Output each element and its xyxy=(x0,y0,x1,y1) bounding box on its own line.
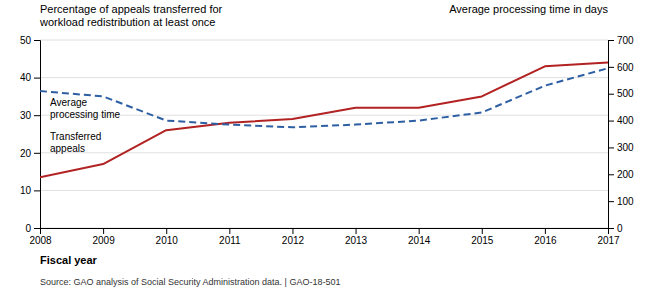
source-note: Source: GAO analysis of Social Security … xyxy=(40,277,340,287)
tick: 600 xyxy=(608,62,634,73)
tick-mark xyxy=(34,153,40,154)
x-axis: 2008 2009 2010 2011 2012 2013 2014 2015 2016 2017 xyxy=(29,228,620,246)
axis-line xyxy=(41,229,609,235)
tick: 400 xyxy=(608,115,634,126)
y-axis-title-line: workload redistribution at least once xyxy=(39,16,215,28)
tick: 2013 xyxy=(345,228,368,246)
tick-mark xyxy=(34,115,40,116)
tick-label: 600 xyxy=(617,62,634,73)
tick-mark xyxy=(608,67,614,68)
tick-label: 2011 xyxy=(219,235,241,246)
y2-axis-title: Average processing time in days xyxy=(449,3,608,15)
tick-mark xyxy=(356,228,357,234)
tick-mark xyxy=(419,228,420,234)
annotation: Averageprocessing time xyxy=(50,97,120,120)
annotations: Averageprocessing time Transferredappeals xyxy=(50,97,120,154)
tick-mark xyxy=(608,121,614,122)
tick-mark xyxy=(292,228,293,234)
tick: 2011 xyxy=(219,228,241,246)
tick: 40 xyxy=(20,72,40,83)
x-axis-title: Fiscal year xyxy=(40,254,98,266)
tick-label: 40 xyxy=(20,72,32,83)
tick-mark xyxy=(608,201,614,202)
tick-mark xyxy=(229,228,230,234)
tick-label: 2010 xyxy=(156,235,179,246)
tick: 0 xyxy=(608,223,623,234)
lines xyxy=(40,63,608,178)
tick-label: 2016 xyxy=(534,235,557,246)
tick-label: 0 xyxy=(617,223,623,234)
tick-mark xyxy=(608,228,614,229)
tick: 0 xyxy=(25,223,40,234)
tick-label: 50 xyxy=(20,35,32,46)
annotation-line: appeals xyxy=(50,143,85,154)
tick-mark xyxy=(545,228,546,234)
tick-label: 200 xyxy=(617,169,634,180)
tick-mark xyxy=(608,147,614,148)
tick: 2015 xyxy=(471,228,494,246)
grid-line xyxy=(40,190,608,191)
grid-line xyxy=(40,115,608,116)
tick: 20 xyxy=(20,148,40,159)
annotation: Transferredappeals xyxy=(50,131,101,154)
axis-line xyxy=(609,41,615,229)
tick: 2012 xyxy=(282,228,305,246)
tick-mark xyxy=(34,190,40,191)
y2-axis-title-line: Average processing time in days xyxy=(449,3,608,15)
series-line xyxy=(40,63,608,178)
series-line xyxy=(40,68,608,127)
tick-label: 2013 xyxy=(345,235,368,246)
y-axis-title: Percentage of appeals transferred forwor… xyxy=(39,3,223,28)
tick: 10 xyxy=(20,185,40,196)
tick: 700 xyxy=(608,35,634,46)
y2-axis: 0 100 200 300 400 500 600 700 xyxy=(608,35,634,234)
tick: 50 xyxy=(20,35,40,46)
tick-mark xyxy=(34,40,40,41)
tick: 2008 xyxy=(29,228,52,246)
tick: 100 xyxy=(608,196,634,207)
tick: 500 xyxy=(608,88,634,99)
tick-mark xyxy=(482,228,483,234)
annotation-line: processing time xyxy=(50,109,120,120)
annotation-line: Average xyxy=(50,97,88,108)
tick: 2009 xyxy=(92,228,115,246)
tick-mark xyxy=(608,40,614,41)
tick-label: 100 xyxy=(617,196,634,207)
tick-label: 0 xyxy=(25,223,31,234)
tick-label: 700 xyxy=(617,35,634,46)
y-axis-title-line: Percentage of appeals transferred for xyxy=(40,3,223,15)
tick-label: 10 xyxy=(20,185,32,196)
annotation-line: Transferred xyxy=(50,131,101,142)
tick-mark xyxy=(608,174,614,175)
tick-label: 400 xyxy=(617,115,634,126)
tick: 2010 xyxy=(156,228,179,246)
axis-line xyxy=(34,41,41,229)
tick-mark xyxy=(166,228,167,234)
y-axis: 0 10 20 30 40 50 xyxy=(20,35,41,234)
tick: 200 xyxy=(608,169,634,180)
grid-line xyxy=(40,40,608,41)
tick: 30 xyxy=(20,110,40,121)
grid xyxy=(40,40,608,228)
tick: 2016 xyxy=(534,228,557,246)
tick-label: 2017 xyxy=(597,235,620,246)
tick-label: 300 xyxy=(617,142,634,153)
tick-label: 2012 xyxy=(282,235,305,246)
chart: 2008200920102011201220132014201520162017… xyxy=(0,0,650,293)
tick-label: 2009 xyxy=(92,235,115,246)
tick-label: 2015 xyxy=(471,235,494,246)
tick-label: 2008 xyxy=(29,235,52,246)
tick-mark xyxy=(608,94,614,95)
tick: 300 xyxy=(608,142,634,153)
tick-label: 500 xyxy=(617,88,634,99)
tick-mark xyxy=(103,228,104,234)
tick-label: 2014 xyxy=(408,235,431,246)
plot: 2008200920102011201220132014201520162017… xyxy=(20,35,634,246)
tick: 2014 xyxy=(408,228,431,246)
tick-mark xyxy=(34,78,40,79)
tick-label: 20 xyxy=(20,148,32,159)
tick-label: 30 xyxy=(20,110,32,121)
tick-mark xyxy=(34,228,40,229)
